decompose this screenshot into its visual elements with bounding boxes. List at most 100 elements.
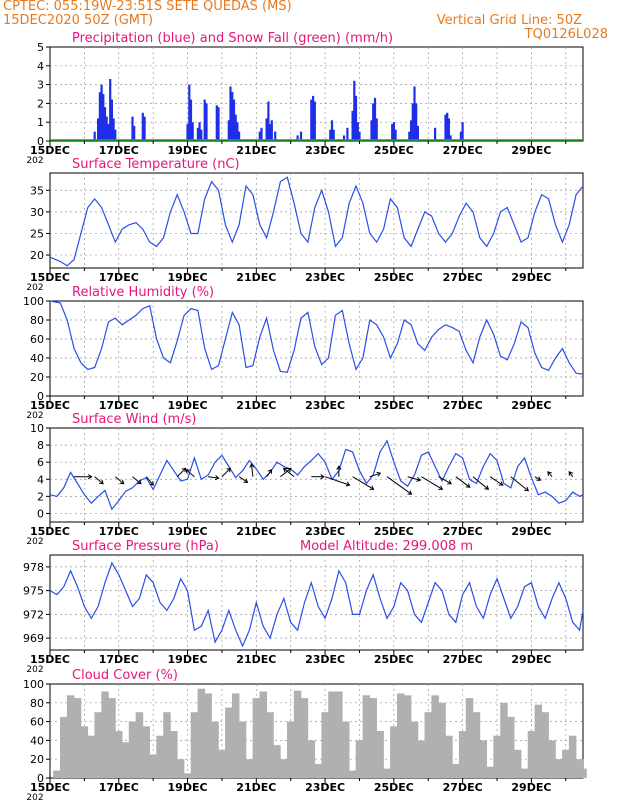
precip-bar: [310, 99, 313, 141]
precip-bar: [93, 131, 96, 141]
panel-2: [46, 300, 584, 401]
cloud-bar: [500, 702, 508, 778]
x-tick-label: 19DEC: [168, 781, 208, 794]
wind-arrow: [280, 467, 292, 478]
cloud-bar: [410, 721, 419, 778]
precip-bar: [332, 129, 335, 141]
precip-bar: [408, 131, 411, 141]
y-tick-label: 80: [30, 314, 44, 327]
wind-arrow: [386, 476, 412, 495]
cloud-bar: [541, 712, 549, 778]
wind-arrow: [568, 471, 574, 477]
cloud-bar: [280, 759, 288, 778]
cloud-bar: [472, 712, 481, 778]
precip-bar: [313, 101, 316, 141]
x-tick-label: 23DEC: [305, 781, 345, 794]
cloud-bar: [445, 735, 453, 778]
cloud-bar: [390, 726, 398, 778]
wind-arrow: [421, 476, 443, 490]
cloud-bar: [417, 740, 426, 778]
cloud-bar: [87, 735, 95, 778]
cloud-bar: [348, 770, 357, 778]
precip-bar: [215, 105, 218, 141]
y-tick-label: 6: [37, 456, 44, 469]
y-tick-label: 30: [30, 206, 44, 219]
precip-bar: [434, 127, 437, 141]
x-tick-label: 17DEC: [99, 144, 139, 157]
y-tick-label: 0: [37, 135, 44, 148]
precip-bar: [353, 80, 356, 141]
precip-bar: [358, 131, 361, 141]
wind-arrow: [185, 469, 195, 478]
cloud-bar: [204, 693, 212, 778]
cloud-bar: [314, 763, 322, 778]
x-tick-label: 19DEC: [168, 271, 208, 284]
cloud-bar: [190, 712, 199, 778]
panel-5: [46, 683, 587, 783]
panel-0: [46, 46, 584, 146]
x-tick-label: 21DEC: [236, 399, 276, 412]
y-tick-label: 972: [23, 608, 44, 621]
cloud-bar: [170, 731, 178, 778]
cloud-bar: [101, 691, 109, 778]
wind-arrow: [145, 476, 154, 486]
precip-bar: [444, 114, 447, 141]
wind-arrow-head: [465, 483, 471, 488]
x-tick-label: 27DEC: [443, 271, 483, 284]
y-tick-label: 25: [30, 227, 44, 240]
precip-bar: [394, 129, 397, 141]
x-tick-label: 15DEC: [30, 399, 70, 412]
x-tick-label: 27DEC: [443, 781, 483, 794]
cloud-bar: [245, 759, 254, 778]
x-tick-label: 23DEC: [305, 271, 345, 284]
panel-frame: [49, 46, 584, 142]
wind-arrow-head: [243, 478, 249, 483]
wind-arrow-head: [345, 481, 351, 487]
precip-bar: [114, 129, 117, 141]
y-tick-label: 4: [37, 473, 44, 486]
wind-arrow: [283, 467, 295, 478]
x-tick-label: 19DEC: [168, 653, 208, 666]
panel-title: Surface Pressure (hPa): [72, 539, 219, 554]
cloud-bar: [527, 731, 536, 778]
y-tick-label: 60: [30, 716, 44, 729]
panel-frame: [49, 172, 584, 269]
wind-arrow: [455, 476, 471, 488]
x-tick-label: 15DEC: [30, 271, 70, 284]
wind-arrow-head: [536, 476, 542, 481]
panel-title: Surface Wind (m/s): [72, 412, 196, 427]
panel-frame: [49, 427, 584, 523]
precip-bar: [270, 120, 273, 141]
cloud-bar: [266, 712, 274, 778]
y-tick-label: 10: [30, 422, 44, 435]
wind-arrow: [472, 476, 489, 490]
panel-1: [46, 172, 584, 273]
precip-bar: [346, 127, 349, 141]
cloud-bar: [534, 704, 543, 778]
cloud-bar: [465, 698, 474, 778]
wind-arrow-head: [416, 476, 422, 482]
y-tick-label: 0: [37, 772, 44, 785]
wind-arrow: [407, 476, 421, 481]
cloud-bar: [579, 768, 587, 778]
cloud-bar: [94, 712, 102, 778]
series-line: [49, 176, 584, 267]
precip-bar: [415, 103, 418, 141]
wind-arrow-head: [524, 486, 530, 492]
precip-bar: [267, 101, 270, 141]
cloud-bar: [232, 693, 240, 778]
cloud-bar: [238, 721, 247, 778]
y-tick-label: 8: [37, 439, 44, 452]
station-header: CPTEC: 055:19W-23:51S SETE QUEDAS (MS): [3, 0, 292, 14]
cloud-bar: [568, 735, 577, 778]
cloud-bar: [562, 749, 570, 778]
x-tick-label: 29DEC: [511, 781, 551, 794]
wind-arrow: [489, 476, 504, 486]
panel-title: Cloud Cover (%): [72, 668, 178, 683]
x-tick-label: 23DEC: [305, 525, 345, 538]
precip-bar: [392, 122, 395, 141]
precip-bar: [143, 116, 146, 141]
x-tick-label: 29DEC: [511, 399, 551, 412]
precip-bar: [236, 122, 239, 141]
cloud-bar: [108, 698, 116, 778]
